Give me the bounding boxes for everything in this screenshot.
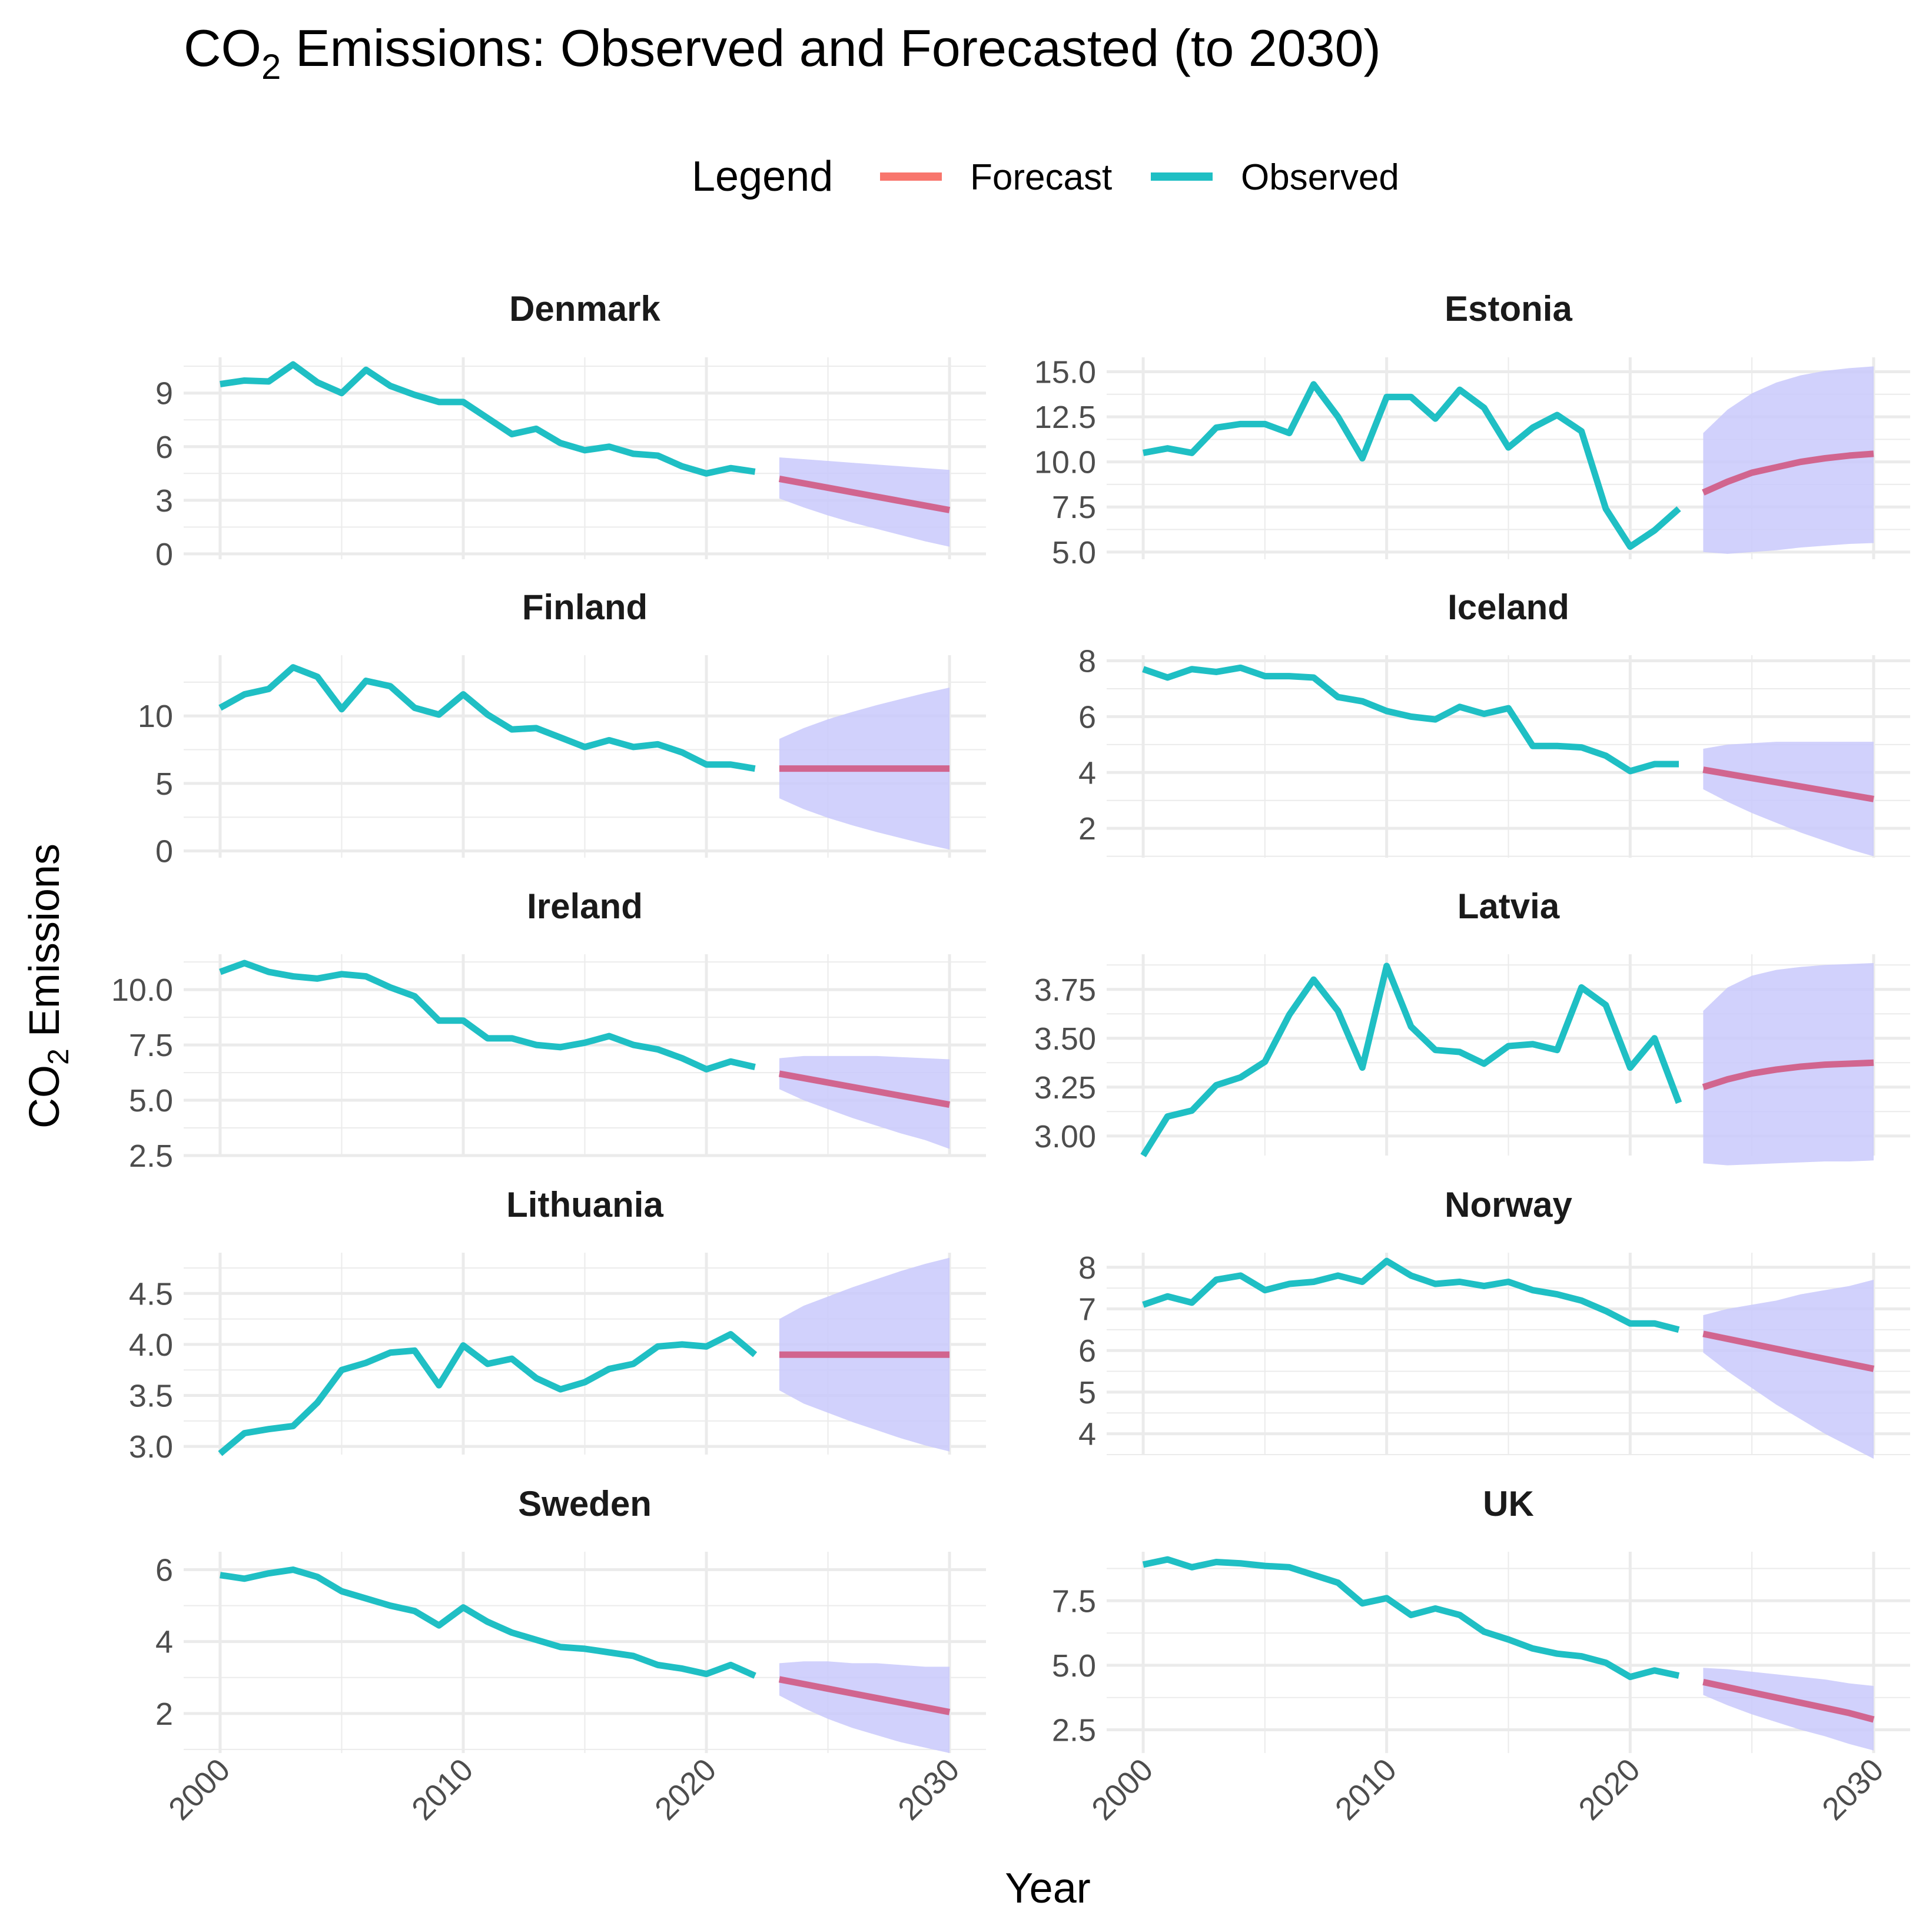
strip-title-denmark: Denmark	[509, 289, 660, 328]
panel-ireland: Ireland 2.5 5.0 7.5 10.0	[111, 887, 986, 1174]
forecast-interval-estonia	[1703, 366, 1874, 554]
y-tick-label: 7.5	[1052, 1584, 1096, 1619]
y-tick-label: 10.0	[111, 972, 173, 1008]
forecast-line-ireland	[778, 1070, 951, 1108]
legend: Legend Forecast Observed	[692, 153, 1399, 200]
y-tick-label: 9	[155, 376, 173, 411]
panel-estonia: Estonia 5.0 7.5 10.0 12.5 15.0	[1034, 289, 1910, 570]
y-tick-label: 4	[155, 1625, 173, 1660]
y-tick-label: 8	[1078, 643, 1096, 679]
y-tick-label: 7	[1078, 1292, 1096, 1327]
panel-finland: Finland 0 5 10	[138, 587, 986, 869]
forecast-interval-norway	[1703, 1279, 1874, 1459]
y-tick-label: 6	[1078, 1333, 1096, 1369]
y-tick-label: 15.0	[1034, 355, 1096, 390]
strip-title-lithuania: Lithuania	[506, 1185, 663, 1224]
y-tick-label: 4	[1078, 1417, 1096, 1452]
y-tick-label: 6	[155, 1553, 173, 1588]
strip-title-latvia: Latvia	[1457, 887, 1560, 926]
y-tick-label: 5.0	[1052, 535, 1096, 570]
y-tick-label: 0	[155, 537, 173, 572]
panel-denmark: Denmark 0 3 6 9	[155, 289, 986, 572]
y-tick-label: 4	[1078, 755, 1096, 791]
forecast-line-sweden	[778, 1676, 951, 1715]
y-tick-label: 10	[138, 699, 173, 734]
forecast-line-latvia	[1702, 1059, 1874, 1091]
forecast-line-iceland	[1702, 766, 1874, 802]
y-tick-label: 5	[1078, 1375, 1096, 1410]
y-tick-label: 5.0	[1052, 1648, 1096, 1684]
y-tick-label: 7.5	[1052, 490, 1096, 525]
strip-title-uk: UK	[1483, 1484, 1534, 1523]
panel-lithuania: Lithuania 3.0 3.5 4.0 4.5	[129, 1185, 986, 1465]
observed-line-norway	[1142, 1257, 1680, 1333]
strip-title-norway: Norway	[1445, 1185, 1572, 1224]
y-tick-label: 2	[1078, 811, 1096, 847]
y-tick-label: 2.5	[1052, 1713, 1096, 1748]
chart-title: CO2 Emissions: Observed and Forecasted (…	[184, 19, 1381, 87]
y-tick-label: 2	[155, 1697, 173, 1732]
forecast-line-estonia	[1702, 450, 1874, 496]
panel-latvia: Latvia 3.00 3.25 3.50 3.75	[1034, 887, 1910, 1166]
forecast-interval-denmark	[779, 457, 950, 547]
forecast-interval-latvia	[1703, 962, 1874, 1166]
y-tick-label: 3.5	[129, 1379, 173, 1414]
forecast-line-uk	[1702, 1679, 1875, 1723]
legend-title: Legend	[692, 153, 833, 200]
y-tick-label: 3.0	[129, 1429, 173, 1465]
observed-line-denmark	[220, 361, 756, 477]
y-tick-label: 3.00	[1034, 1119, 1096, 1154]
y-tick-label: 5	[155, 766, 173, 802]
observed-line-estonia	[1143, 381, 1681, 550]
strip-title-iceland: Iceland	[1447, 587, 1569, 627]
observed-line-sweden	[220, 1566, 756, 1679]
y-axis-title: CO2 Emissions	[21, 844, 75, 1128]
y-tick-label: 5.0	[129, 1083, 173, 1118]
forecast-line-denmark	[778, 475, 951, 513]
strip-title-estonia: Estonia	[1445, 289, 1572, 328]
y-tick-label: 10.0	[1034, 445, 1096, 480]
forecast-interval-iceland	[1703, 742, 1874, 857]
y-tick-label: 12.5	[1034, 400, 1096, 435]
y-tick-label: 3.25	[1034, 1070, 1096, 1106]
y-tick-label: 3	[155, 483, 173, 519]
y-tick-label: 6	[155, 430, 173, 465]
strip-title-finland: Finland	[522, 587, 648, 627]
observed-line-lithuania	[218, 1331, 758, 1456]
panel-norway: Norway 4 5 6 7 8	[1078, 1185, 1910, 1459]
observed-line-finland	[218, 664, 756, 772]
y-tick-label: 6	[1078, 699, 1096, 735]
y-tick-label: 4.0	[129, 1327, 173, 1363]
y-tick-label: 7.5	[129, 1028, 173, 1063]
y-tick-label: 8	[1078, 1250, 1096, 1286]
y-tick-label: 4.5	[129, 1276, 173, 1312]
y-tick-label: 3.50	[1034, 1021, 1096, 1057]
legend-forecast-label: Forecast	[970, 157, 1112, 198]
y-tick-label: 3.75	[1034, 972, 1096, 1008]
x-axis-title: Year	[1005, 1865, 1090, 1912]
observed-line-ireland	[219, 960, 756, 1073]
strip-title-sweden: Sweden	[518, 1484, 652, 1523]
legend-observed-label: Observed	[1241, 157, 1399, 198]
observed-line-iceland	[1142, 664, 1679, 775]
y-tick-label: 0	[155, 834, 173, 869]
observed-line-latvia	[1140, 962, 1682, 1157]
panel-iceland: Iceland 2 4 6 8	[1078, 587, 1910, 858]
strip-title-ireland: Ireland	[527, 887, 643, 926]
y-tick-label: 2.5	[129, 1138, 173, 1174]
panels: Denmark 0 3 6 9 Estonia 5.0 7.5 10.0 12.5 15.0 Finl…	[111, 289, 1910, 1827]
observed-line-uk	[1142, 1556, 1680, 1681]
forecast-line-norway	[1702, 1330, 1875, 1372]
